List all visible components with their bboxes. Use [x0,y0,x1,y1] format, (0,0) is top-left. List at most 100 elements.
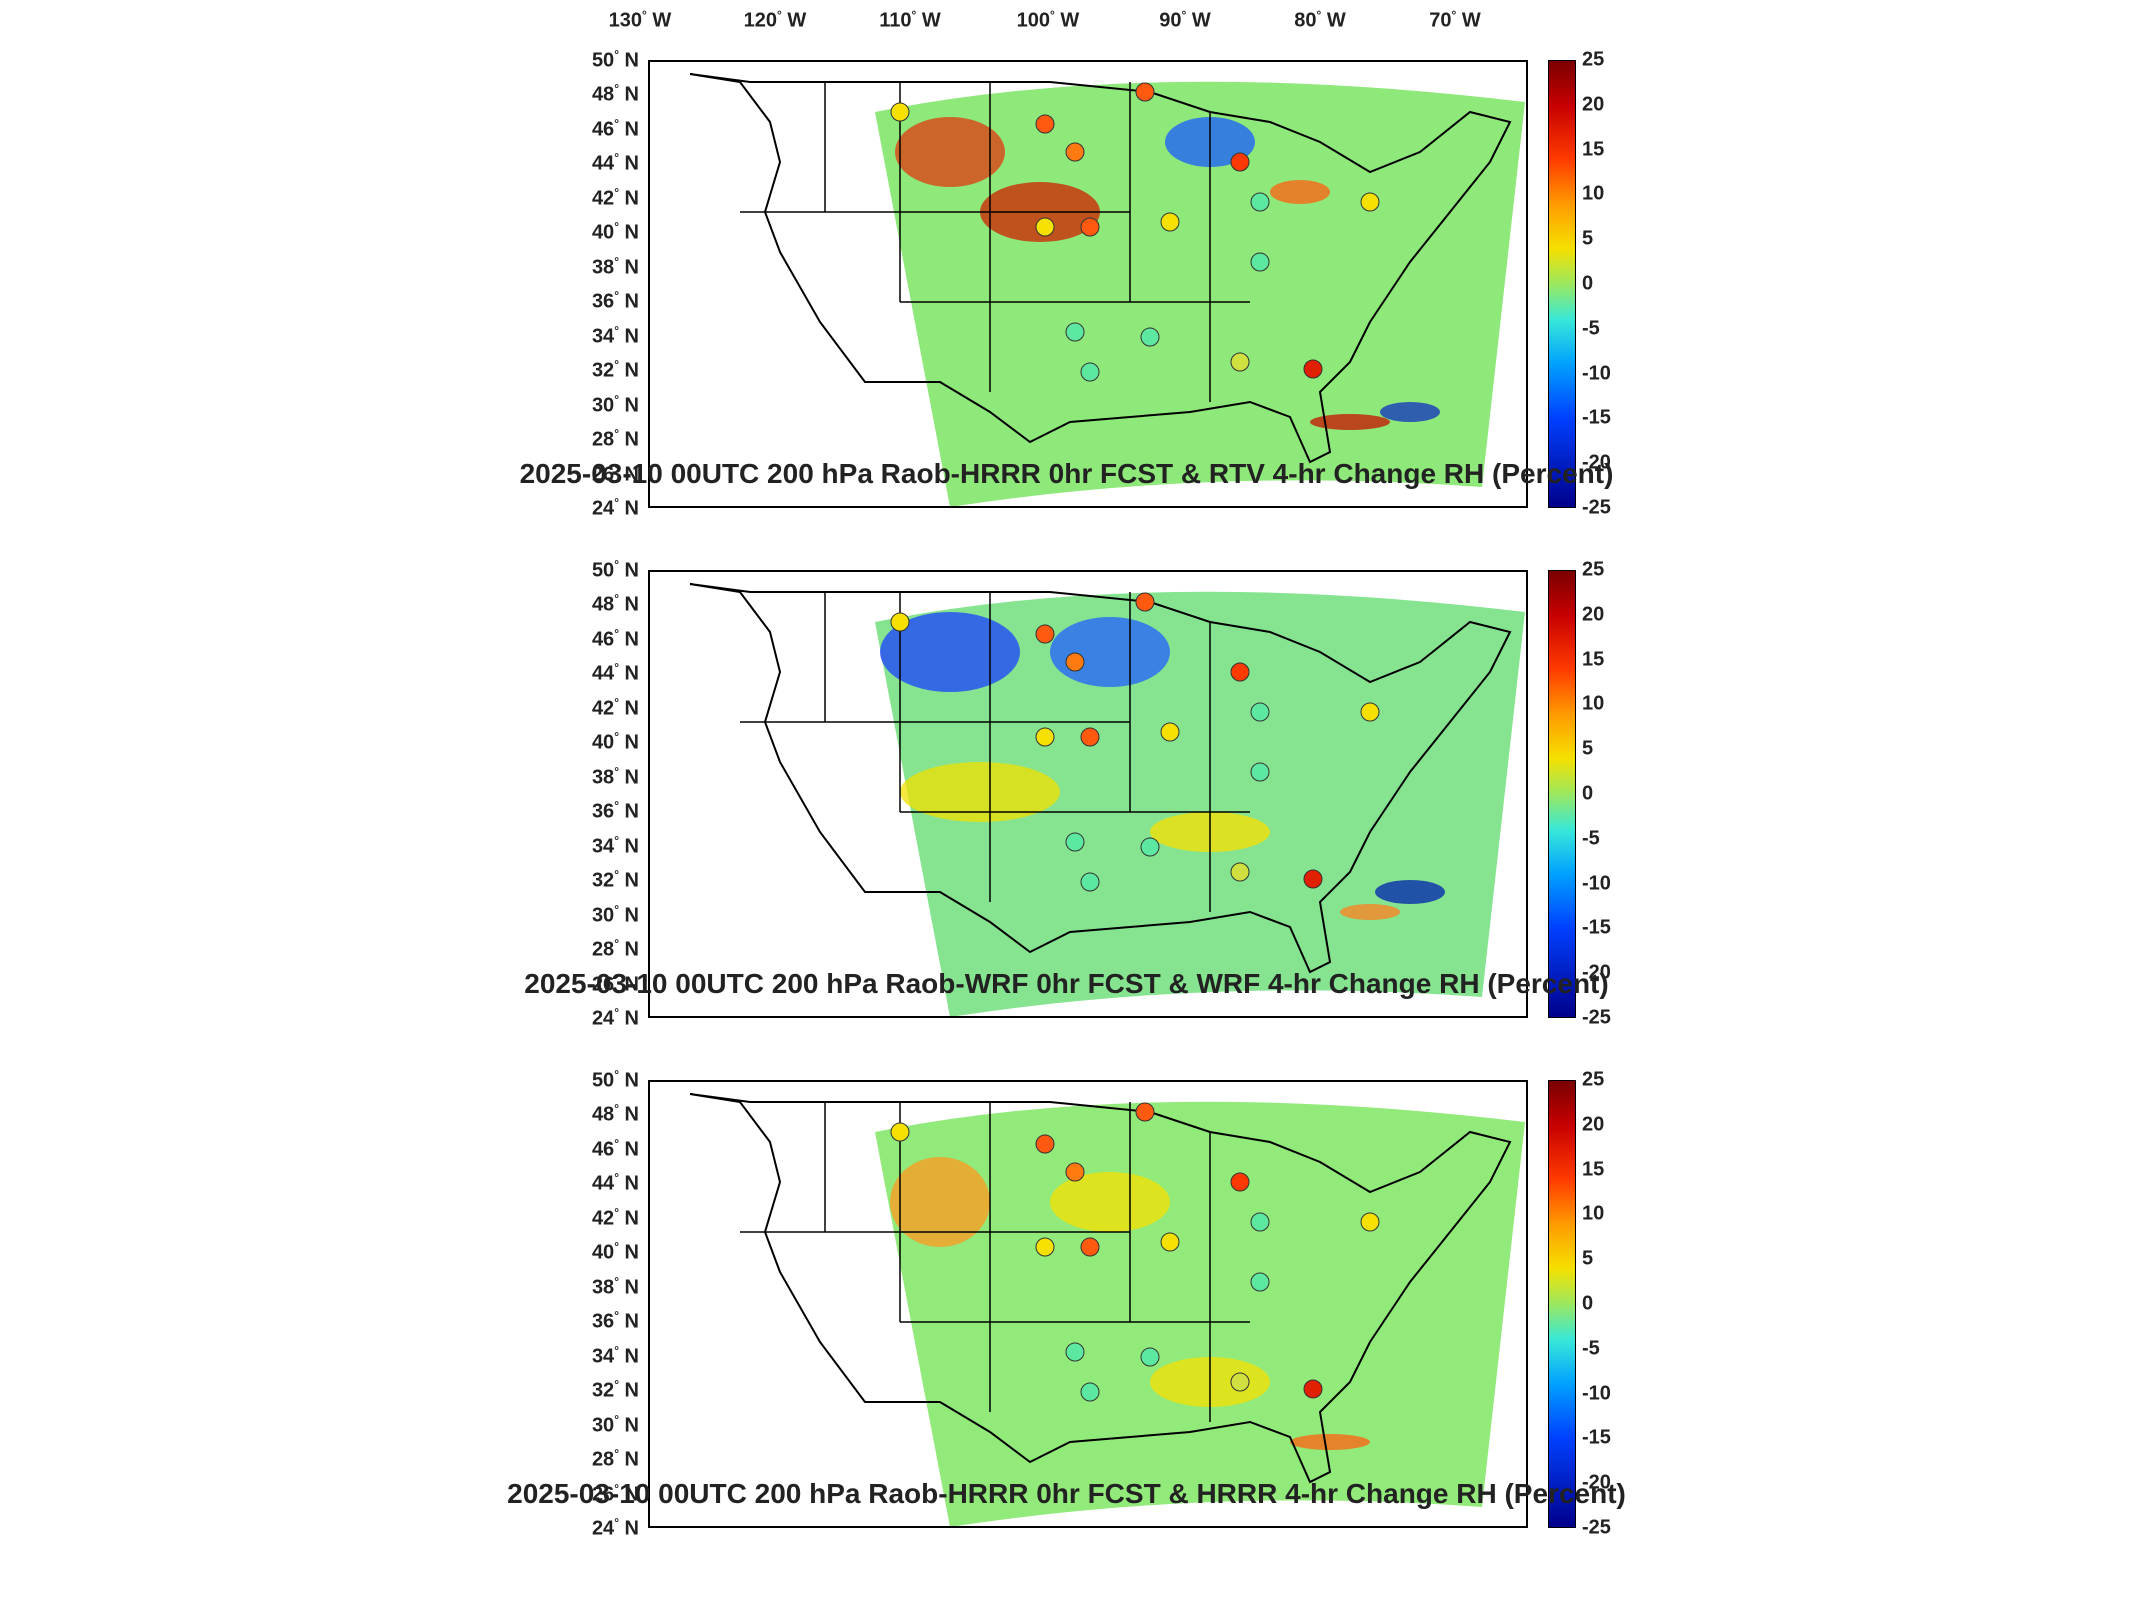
station-marker [1140,837,1160,857]
station-marker [1160,722,1180,742]
colorbar-tick: -20 [1582,961,1611,984]
lat-label: 34° N [591,323,639,348]
lat-label: 30° N [591,392,639,416]
station-marker [1065,322,1085,342]
station-marker [1065,142,1085,162]
panel-title: 2025-03-10 00UTC 200 hPa Raob-WRF 0hr FC… [524,968,1609,999]
station-marker [1065,652,1085,672]
anomaly-blob [1375,880,1445,904]
lon-label: 90° W [1159,8,1211,32]
rh-change-map [648,60,1528,508]
colorbar-tick: 10 [1582,1202,1605,1225]
station-marker [1160,212,1180,232]
lat-label: 42° N [591,695,639,720]
lat-label: 46° N [591,626,639,651]
colorbar [1548,1080,1576,1528]
station-marker [1065,832,1085,852]
station-marker [1230,862,1250,882]
map-panel-1: 50° N 48° N 46° N 44° N 42° N 40° N 38° N 36° N… [0,0,2133,520]
colorbar-tick: 25 [1582,48,1605,71]
colorbar-tick: 0 [1582,782,1594,805]
station-marker [1135,592,1155,612]
lon-label: 100° W [1016,8,1080,32]
anomaly-blob [1380,402,1440,422]
lat-label: 32° N [591,357,639,382]
station-marker [1035,1237,1055,1257]
colorbar-tick: -20 [1582,1471,1611,1494]
lat-label: 50° N [591,557,639,582]
station-marker [1135,82,1155,102]
rh-change-map [648,1080,1528,1528]
map-canvas [689,73,1525,506]
colorbar-tick: 25 [1582,558,1605,581]
station-marker [1360,702,1380,722]
lat-label: 28° N [591,1446,639,1471]
station-marker [1035,1134,1055,1154]
station-marker [1230,1172,1250,1192]
station-marker [1230,352,1250,372]
longitude-axis-top: 130° W 120° W 110° W 100° W 90° W 80° W … [0,0,2133,44]
lat-label: 30° N [591,902,639,926]
lat-label: 46° N [591,1136,639,1161]
lat-label: 38° N [591,764,639,789]
station-marker [890,612,910,632]
colorbar-tick: -5 [1582,317,1600,340]
lat-label: 30° N [591,1412,639,1436]
anomaly-blob [1290,1434,1370,1450]
station-marker [1360,192,1380,212]
colorbar-ticks: 25 20 15 10 5 0 -5 -10 -15 -20 -25 [1582,559,1642,1029]
station-marker [1140,1347,1160,1367]
lat-label: 38° N [591,254,639,279]
station-marker [1035,217,1055,237]
station-marker [1080,727,1100,747]
lat-label: 36° N [591,1308,639,1333]
colorbar [1548,60,1576,508]
station-marker [1035,624,1055,644]
colorbar-tick: 0 [1582,272,1594,295]
station-marker [890,1122,910,1142]
colorbar-ticks: 25 20 15 10 5 0 -5 -10 -15 -20 -25 [1582,49,1642,519]
lat-label: 24° N [591,1515,639,1540]
us-outline [689,73,1512,464]
lat-label: 50° N [591,1067,639,1092]
anomaly-blob [895,117,1005,187]
colorbar-tick: -25 [1582,1006,1611,1029]
anomaly-blob [900,762,1060,822]
colorbar-tick: 20 [1582,93,1605,116]
colorbar-tick: 15 [1582,138,1605,161]
station-marker [1360,1212,1380,1232]
lat-label: 36° N [591,798,639,823]
lon-label: 130° W [608,8,672,32]
lat-label: 40° N [591,729,639,754]
lat-label: 40° N [591,219,639,244]
colorbar-tick: -5 [1582,1337,1600,1360]
lat-label: 26° N [591,461,639,485]
colorbar-tick: -15 [1582,406,1611,429]
station-marker [1035,727,1055,747]
station-marker [1230,152,1250,172]
colorbar-tick: -15 [1582,1426,1611,1449]
lat-label: 28° N [591,426,639,451]
lat-label: 34° N [591,1343,639,1368]
map-canvas [689,583,1525,1016]
lat-label: 32° N [591,1377,639,1402]
lat-label: 44° N [591,1171,639,1195]
station-marker [1250,702,1270,722]
station-marker [1035,114,1055,134]
latitude-axis: 50° N 48° N 46° N 44° N 42° N 40° N 38° N 36° N… [575,1068,645,1540]
station-marker [1250,1272,1270,1292]
lat-label: 48° N [591,82,639,106]
colorbar-tick: -5 [1582,827,1600,850]
us-outline [689,1093,1512,1484]
colorbar-tick: 5 [1582,227,1594,250]
lat-label: 48° N [591,592,639,616]
station-marker [1140,327,1160,347]
lat-label: 36° N [591,288,639,313]
lon-label: 120° W [743,8,807,32]
map-panel-2: 50° N 48° N 46° N 44° N 42° N 40° N 38° N 36° N… [0,510,2133,1030]
lat-label: 42° N [591,185,639,210]
lat-label: 42° N [591,1205,639,1230]
station-marker [1303,359,1323,379]
colorbar [1548,570,1576,1018]
colorbar-tick: -10 [1582,1382,1611,1405]
